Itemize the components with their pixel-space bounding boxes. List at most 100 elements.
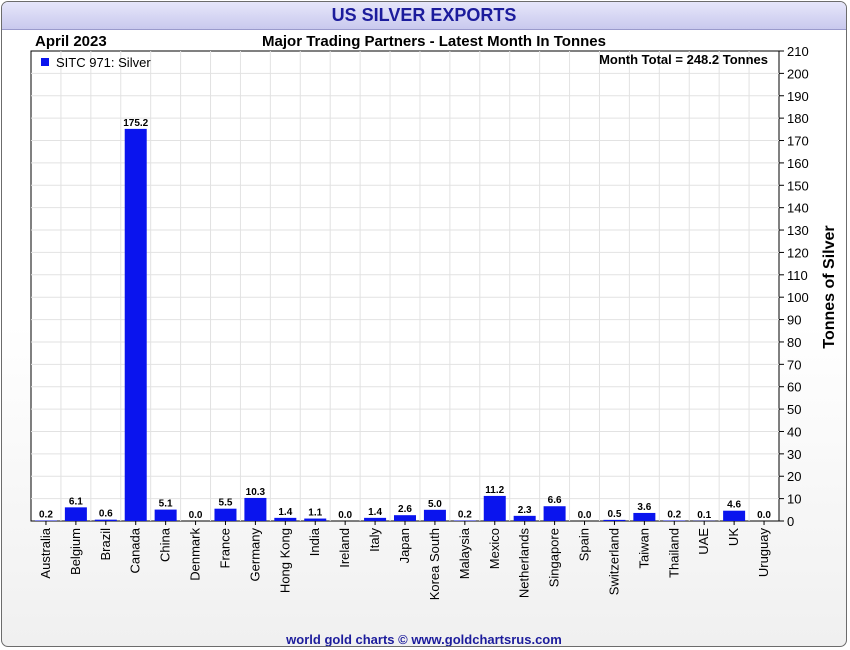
data-label: 11.2 bbox=[485, 485, 504, 496]
y-tick-label: 40 bbox=[787, 424, 801, 439]
data-label: 0.5 bbox=[607, 509, 621, 520]
data-label: 1.1 bbox=[308, 508, 322, 519]
bar bbox=[244, 497, 267, 521]
bar bbox=[723, 510, 746, 521]
x-tick-label: Belgium bbox=[68, 528, 83, 575]
data-label: 4.6 bbox=[727, 500, 741, 511]
bar bbox=[423, 509, 446, 521]
x-tick-label: Denmark bbox=[188, 528, 203, 581]
month-total-label: Month Total = 248.2 Tonnes bbox=[599, 52, 768, 67]
y-tick-label: 100 bbox=[787, 290, 809, 305]
x-tick-label: France bbox=[217, 528, 232, 568]
y-tick-label: 90 bbox=[787, 313, 801, 328]
data-label: 6.6 bbox=[548, 495, 562, 506]
x-tick-label: UK bbox=[726, 528, 741, 546]
y-tick-label: 140 bbox=[787, 201, 809, 216]
data-label: 0.0 bbox=[338, 510, 352, 521]
legend-entry: SITC 971: Silver bbox=[56, 55, 151, 70]
data-label: 175.2 bbox=[123, 118, 148, 129]
period-label: April 2023 bbox=[35, 33, 107, 50]
plot-area bbox=[30, 50, 780, 522]
y-tick-label: 70 bbox=[787, 357, 801, 372]
footer-credit: world gold charts © www.goldchartsrus.co… bbox=[286, 632, 562, 647]
y-tick-label: 60 bbox=[787, 380, 801, 395]
x-tick-label: Australia bbox=[38, 527, 53, 578]
x-tick-label: China bbox=[158, 527, 173, 562]
data-label: 0.0 bbox=[757, 510, 771, 521]
x-tick-label: Malaysia bbox=[457, 527, 472, 579]
y-tick-label: 50 bbox=[787, 402, 801, 417]
x-tick-label: Mexico bbox=[487, 528, 502, 569]
y-tick-label: 160 bbox=[787, 156, 809, 171]
x-tick-label: Singapore bbox=[547, 528, 562, 587]
x-tick-label: Switzerland bbox=[606, 528, 621, 595]
bar bbox=[154, 509, 177, 521]
data-label: 0.2 bbox=[458, 510, 472, 521]
x-tick-label: Canada bbox=[128, 527, 143, 573]
data-label: 0.1 bbox=[697, 510, 711, 521]
x-axis: Australia Belgium Brazil Canada China Denmark… bbox=[38, 521, 771, 600]
y-tick-label: 110 bbox=[787, 268, 808, 283]
x-tick-label: Ireland bbox=[337, 528, 352, 568]
y-tick-label: 200 bbox=[787, 66, 809, 81]
bar bbox=[64, 507, 87, 521]
bar bbox=[513, 515, 536, 521]
y-tick-label: 210 bbox=[787, 44, 809, 59]
x-tick-label: Taiwan bbox=[636, 528, 651, 568]
x-tick-label: Spain bbox=[577, 528, 592, 561]
x-tick-label: India bbox=[307, 527, 322, 556]
data-label: 10.3 bbox=[246, 487, 266, 498]
y-tick-label: 130 bbox=[787, 223, 809, 238]
grid-lines bbox=[31, 51, 779, 521]
bar bbox=[304, 518, 327, 521]
data-label: 6.1 bbox=[69, 496, 83, 507]
x-tick-label: Hong Kong bbox=[277, 528, 292, 593]
data-label: 0.0 bbox=[578, 510, 592, 521]
bar bbox=[603, 519, 626, 521]
y-axis-title: Tonnes of Silver bbox=[821, 225, 838, 348]
x-tick-label: Netherlands bbox=[517, 528, 532, 599]
bar bbox=[543, 506, 566, 521]
x-tick-label: Thailand bbox=[666, 528, 681, 578]
data-label: 0.6 bbox=[99, 509, 113, 520]
data-label: 0.2 bbox=[667, 510, 681, 521]
data-label: 1.4 bbox=[278, 507, 292, 518]
x-tick-label: Italy bbox=[367, 528, 382, 552]
bar bbox=[94, 519, 117, 521]
x-tick-label: Korea South bbox=[427, 528, 442, 600]
data-label: 2.3 bbox=[518, 505, 532, 516]
bar bbox=[214, 508, 237, 521]
y-tick-label: 170 bbox=[787, 134, 809, 149]
y-tick-label: 80 bbox=[787, 335, 801, 350]
x-tick-label: Brazil bbox=[98, 528, 113, 561]
data-label: 2.6 bbox=[398, 504, 412, 515]
y-tick-label: 120 bbox=[787, 245, 809, 260]
bar bbox=[394, 515, 416, 521]
bar-series: 0.2 6.1 0.6 175.2 5.1 0.0 5.5 10.3 1.4 1.1 0.0 1.4 2… bbox=[34, 118, 771, 521]
data-label: 0.2 bbox=[39, 510, 53, 521]
data-label: 5.5 bbox=[219, 498, 233, 509]
bar bbox=[124, 128, 147, 521]
x-tick-label: Uruguay bbox=[756, 528, 771, 578]
bar bbox=[364, 517, 387, 521]
bar bbox=[633, 512, 656, 521]
legend-swatch bbox=[41, 58, 49, 66]
data-label: 5.0 bbox=[428, 499, 442, 510]
chart-subtitle: Major Trading Partners - Latest Month In… bbox=[262, 33, 606, 50]
data-label: 1.4 bbox=[368, 507, 382, 518]
y-axis: 0 10 20 30 40 50 60 70 80 90 100 110 120 130 140 150 160… bbox=[779, 44, 809, 529]
chart-title: US SILVER EXPORTS bbox=[2, 2, 846, 30]
data-label: 3.6 bbox=[637, 502, 651, 513]
y-tick-label: 30 bbox=[787, 447, 801, 462]
x-tick-label: Japan bbox=[397, 528, 412, 563]
y-tick-label: 20 bbox=[787, 469, 801, 484]
data-label: 0.0 bbox=[189, 510, 203, 521]
x-tick-label: UAE bbox=[696, 528, 711, 555]
x-tick-label: Germany bbox=[247, 528, 262, 582]
y-tick-label: 10 bbox=[787, 492, 801, 507]
y-tick-label: 180 bbox=[787, 111, 809, 126]
y-tick-label: 0 bbox=[787, 514, 794, 529]
y-tick-label: 150 bbox=[787, 178, 809, 193]
